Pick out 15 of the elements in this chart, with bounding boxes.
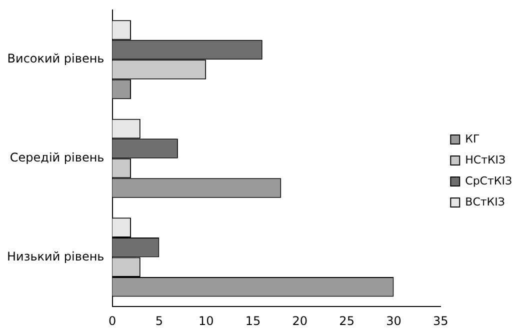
legend-label: СрСтКІЗ [465,174,512,188]
x-tick-label: 25 [339,314,354,328]
legend-label: НСтКІЗ [465,153,506,166]
y-tick-label: Високий рівень [7,52,104,66]
x-tick-label: 0 [108,314,116,328]
x-tick-label: 15 [245,314,261,328]
y-tick-label: Середій рівень [10,150,104,165]
x-tick-label: 10 [198,314,214,328]
x-tick-label: 5 [155,314,163,328]
x-tick-label: 20 [292,314,308,328]
legend-label: ВСтКІЗ [465,195,505,208]
x-tick-label: 30 [386,314,402,328]
y-tick-label: Низький рівень [6,249,104,264]
x-tick-label: 35 [433,314,448,328]
legend-label: КГ [465,132,480,146]
